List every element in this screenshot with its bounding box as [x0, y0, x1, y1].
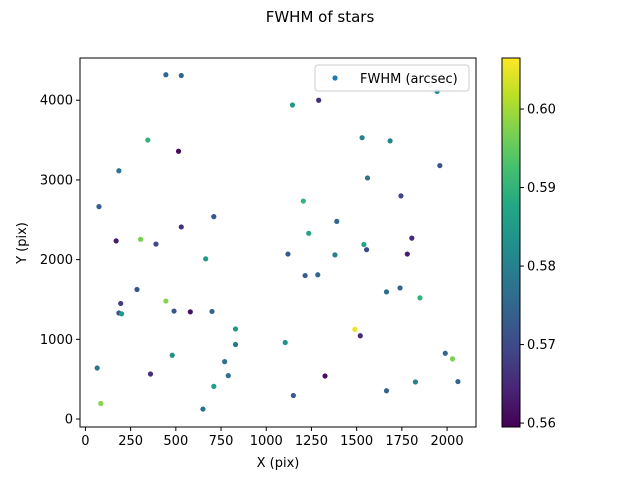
- scatter-point-14: [300, 198, 306, 204]
- scatter-point-46: [282, 339, 288, 346]
- scatter-point-47: [169, 352, 175, 358]
- plot-area: 0 250 500 750 1000 1250 1500 1750 2000 0 1000 2000…: [40, 57, 477, 449]
- scatter-point-38: [118, 311, 125, 317]
- x-tick-label-6: 1500: [340, 434, 373, 449]
- scatter-point-12: [96, 204, 102, 210]
- scatter-point-3: [316, 97, 322, 103]
- colorbar-tick-label-0: 0.56: [527, 417, 556, 432]
- scatter-point-0: [163, 72, 169, 78]
- scatter-point-42: [232, 326, 239, 332]
- scatter-point-40: [187, 309, 193, 315]
- y-tick-label-1: 1000: [40, 333, 73, 348]
- scatter-point-8: [387, 138, 393, 144]
- scatter-point-29: [302, 272, 308, 279]
- scatter-point-35: [118, 300, 124, 307]
- scatter-point-50: [94, 365, 100, 371]
- scatter-point-5: [145, 137, 151, 143]
- scatter-point-59: [290, 392, 296, 399]
- x-axis-label: X (pix): [257, 456, 300, 471]
- scatter-point-28: [404, 251, 410, 257]
- x-tick-label-2: 500: [163, 434, 188, 449]
- scatter-point-52: [147, 371, 154, 377]
- scatter-point-20: [334, 218, 340, 224]
- scatter-point-6: [175, 148, 182, 154]
- scatter-point-26: [361, 241, 367, 248]
- x-tick-label-0: 0: [81, 434, 89, 449]
- scatter-point-2: [289, 102, 296, 108]
- y-axis-label: Y (pix): [15, 222, 30, 265]
- scatter-point-39: [171, 308, 177, 314]
- legend: FWHM (arcsec): [314, 64, 470, 92]
- legend-marker: [332, 75, 338, 81]
- colorbar-tick-label-3: 0.59: [527, 181, 556, 196]
- scatter-point-15: [398, 193, 404, 199]
- legend-label: FWHM (arcsec): [360, 72, 458, 87]
- scatter-point-60: [98, 400, 104, 407]
- colorbar-tick-label-2: 0.58: [527, 260, 556, 275]
- scatter-points: [94, 72, 461, 412]
- scatter-point-48: [442, 350, 448, 356]
- axes-frame: [79, 57, 477, 428]
- scatter-point-49: [449, 356, 456, 362]
- y-tick-label-0: 0: [65, 413, 73, 428]
- y-tick-label-2: 2000: [40, 253, 73, 268]
- scatter-point-43: [352, 326, 358, 332]
- scatter-point-53: [225, 373, 231, 379]
- scatter-point-45: [232, 341, 239, 348]
- scatter-point-58: [383, 388, 390, 394]
- colorbar-tick-label-4: 0.60: [527, 103, 556, 118]
- y-tick-label-4: 4000: [40, 94, 73, 109]
- x-tick-label-4: 1000: [250, 434, 283, 449]
- scatter-point-55: [211, 383, 217, 389]
- scatter-point-25: [332, 252, 338, 258]
- scatter-point-33: [397, 285, 403, 291]
- scatter-point-36: [163, 298, 169, 304]
- x-tick-label-7: 1750: [385, 434, 418, 449]
- scatter-point-27: [364, 247, 370, 253]
- colorbar: 0.56 0.57 0.58 0.59 0.60: [501, 57, 556, 432]
- x-tick-label-3: 750: [209, 434, 234, 449]
- y-axis-ticks: 0 1000 2000 3000 4000: [40, 94, 80, 428]
- scatter-point-19: [178, 224, 184, 230]
- y-tick-label-3: 3000: [40, 173, 73, 188]
- scatter-point-13: [211, 214, 217, 220]
- scatter-point-22: [409, 235, 415, 241]
- scatter-point-1: [178, 72, 184, 79]
- scatter-point-21: [306, 230, 312, 236]
- scatter-point-51: [222, 359, 228, 365]
- scatter-point-31: [134, 286, 140, 293]
- scatter-point-57: [455, 378, 461, 385]
- x-axis-ticks: 0 250 500 750 1000 1250 1500 1750 2000: [81, 427, 464, 449]
- x-tick-label-8: 2000: [431, 434, 464, 449]
- colorbar-gradient: [501, 57, 521, 428]
- x-tick-label-1: 250: [118, 434, 143, 449]
- scatter-point-34: [417, 295, 423, 301]
- scatter-point-18: [153, 241, 159, 247]
- scatter-point-61: [200, 406, 206, 412]
- scatter-point-7: [359, 135, 365, 141]
- legend-box: [314, 64, 470, 92]
- scatter-point-32: [383, 289, 390, 295]
- colorbar-tick-label-1: 0.57: [527, 338, 556, 353]
- x-tick-label-5: 1250: [295, 434, 328, 449]
- scatter-point-23: [203, 256, 209, 262]
- scatter-point-56: [412, 379, 419, 385]
- scatter-point-44: [357, 333, 363, 339]
- scatter-point-11: [437, 162, 443, 169]
- scatter-point-24: [285, 251, 291, 257]
- scatter-point-9: [116, 168, 122, 174]
- scatter-point-16: [113, 238, 119, 244]
- scatter-point-10: [364, 175, 371, 181]
- chart-title: FWHM of stars: [266, 8, 375, 26]
- scatter-point-54: [322, 373, 328, 379]
- colorbar-ticks: 0.56 0.57 0.58 0.59 0.60: [520, 103, 556, 432]
- scatter-point-41: [209, 308, 215, 315]
- scatter-point-30: [315, 272, 321, 278]
- scatter-point-17: [137, 236, 144, 242]
